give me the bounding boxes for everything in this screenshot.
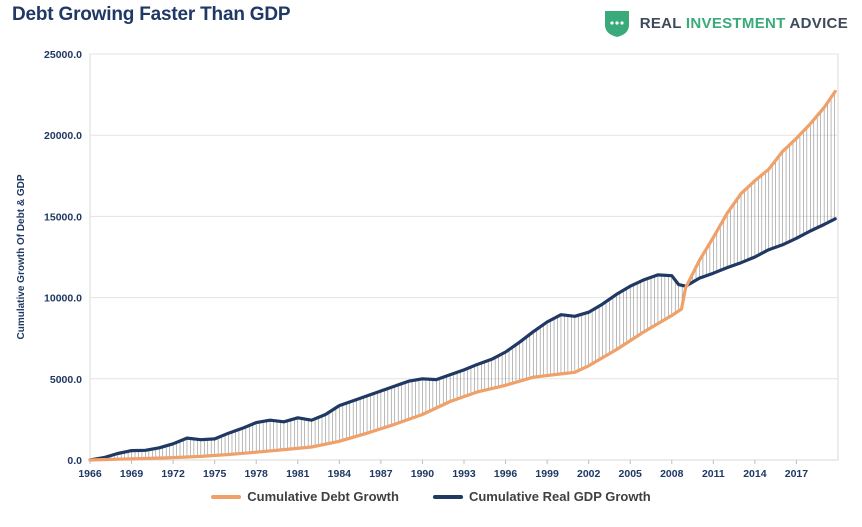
y-tick-label: 10000.0 — [44, 293, 82, 305]
x-tick-label: 1996 — [494, 468, 518, 480]
y-tick-label: 0.0 — [67, 455, 82, 467]
x-tick-label: 1966 — [78, 468, 102, 480]
x-tick-label: 2011 — [702, 468, 725, 480]
x-tick-label: 1972 — [161, 468, 185, 480]
y-axis-label: Cumulative Growth Of Debt & GDP — [16, 174, 27, 339]
series-layer — [88, 89, 837, 462]
plot-area — [89, 53, 839, 461]
brand-shield-icon — [604, 11, 629, 37]
brand-name-accent: INVESTMENT — [685, 14, 786, 32]
legend-label-gdp: Cumulative Real GDP Growth — [468, 489, 651, 504]
y-tick-label: 5000.0 — [50, 374, 82, 386]
x-tick-label: 1981 — [286, 468, 310, 480]
x-tick-labels: 1966 1969 1972 1975 1978 1981 1984 1987 1990 1993… — [78, 460, 808, 480]
y-tick-label: 25000.0 — [44, 49, 82, 61]
x-tick-label: 1978 — [245, 468, 269, 480]
series-line-gdp — [88, 217, 837, 462]
x-tick-label: 2008 — [660, 468, 684, 480]
series-line-debt — [88, 89, 837, 462]
legend-swatch-gdp — [432, 494, 463, 499]
legend: Cumulative Debt Growth Cumulative Real G… — [0, 489, 862, 504]
brand-name: REAL INVESTMENT ADVICE — [640, 15, 848, 32]
x-tick-label: 2014 — [743, 468, 767, 480]
legend-item-debt: Cumulative Debt Growth — [211, 489, 399, 504]
x-tick-label: 1993 — [452, 468, 476, 480]
x-tick-label: 1975 — [203, 468, 227, 480]
brand-name-tail: ADVICE — [785, 14, 848, 32]
brand-logo-group: REAL INVESTMENT ADVICE — [602, 8, 848, 38]
legend-item-gdp: Cumulative Real GDP Growth — [432, 489, 651, 504]
x-tick-label: 1990 — [411, 468, 435, 480]
legend-swatch-debt — [211, 494, 242, 499]
legend-label-debt: Cumulative Debt Growth — [247, 489, 399, 504]
y-tick-label: 20000.0 — [44, 130, 82, 142]
brand-name-main: REAL — [639, 14, 686, 32]
x-tick-label: 2017 — [785, 468, 809, 480]
y-tick-label: 15000.0 — [44, 211, 82, 223]
drop-lines — [93, 92, 835, 460]
x-tick-label: 2002 — [577, 468, 601, 480]
chart-title: Debt Growing Faster Than GDP — [12, 4, 291, 25]
x-tick-label: 1987 — [369, 468, 393, 480]
x-tick-label: 1984 — [328, 468, 352, 480]
x-tick-label: 1999 — [535, 468, 559, 480]
x-tick-label: 1969 — [120, 468, 144, 480]
x-tick-label: 2005 — [619, 468, 643, 480]
y-tick-labels: 0.0 5000.0 10000.0 15000.0 20000.0 25000.0 — [44, 49, 82, 467]
